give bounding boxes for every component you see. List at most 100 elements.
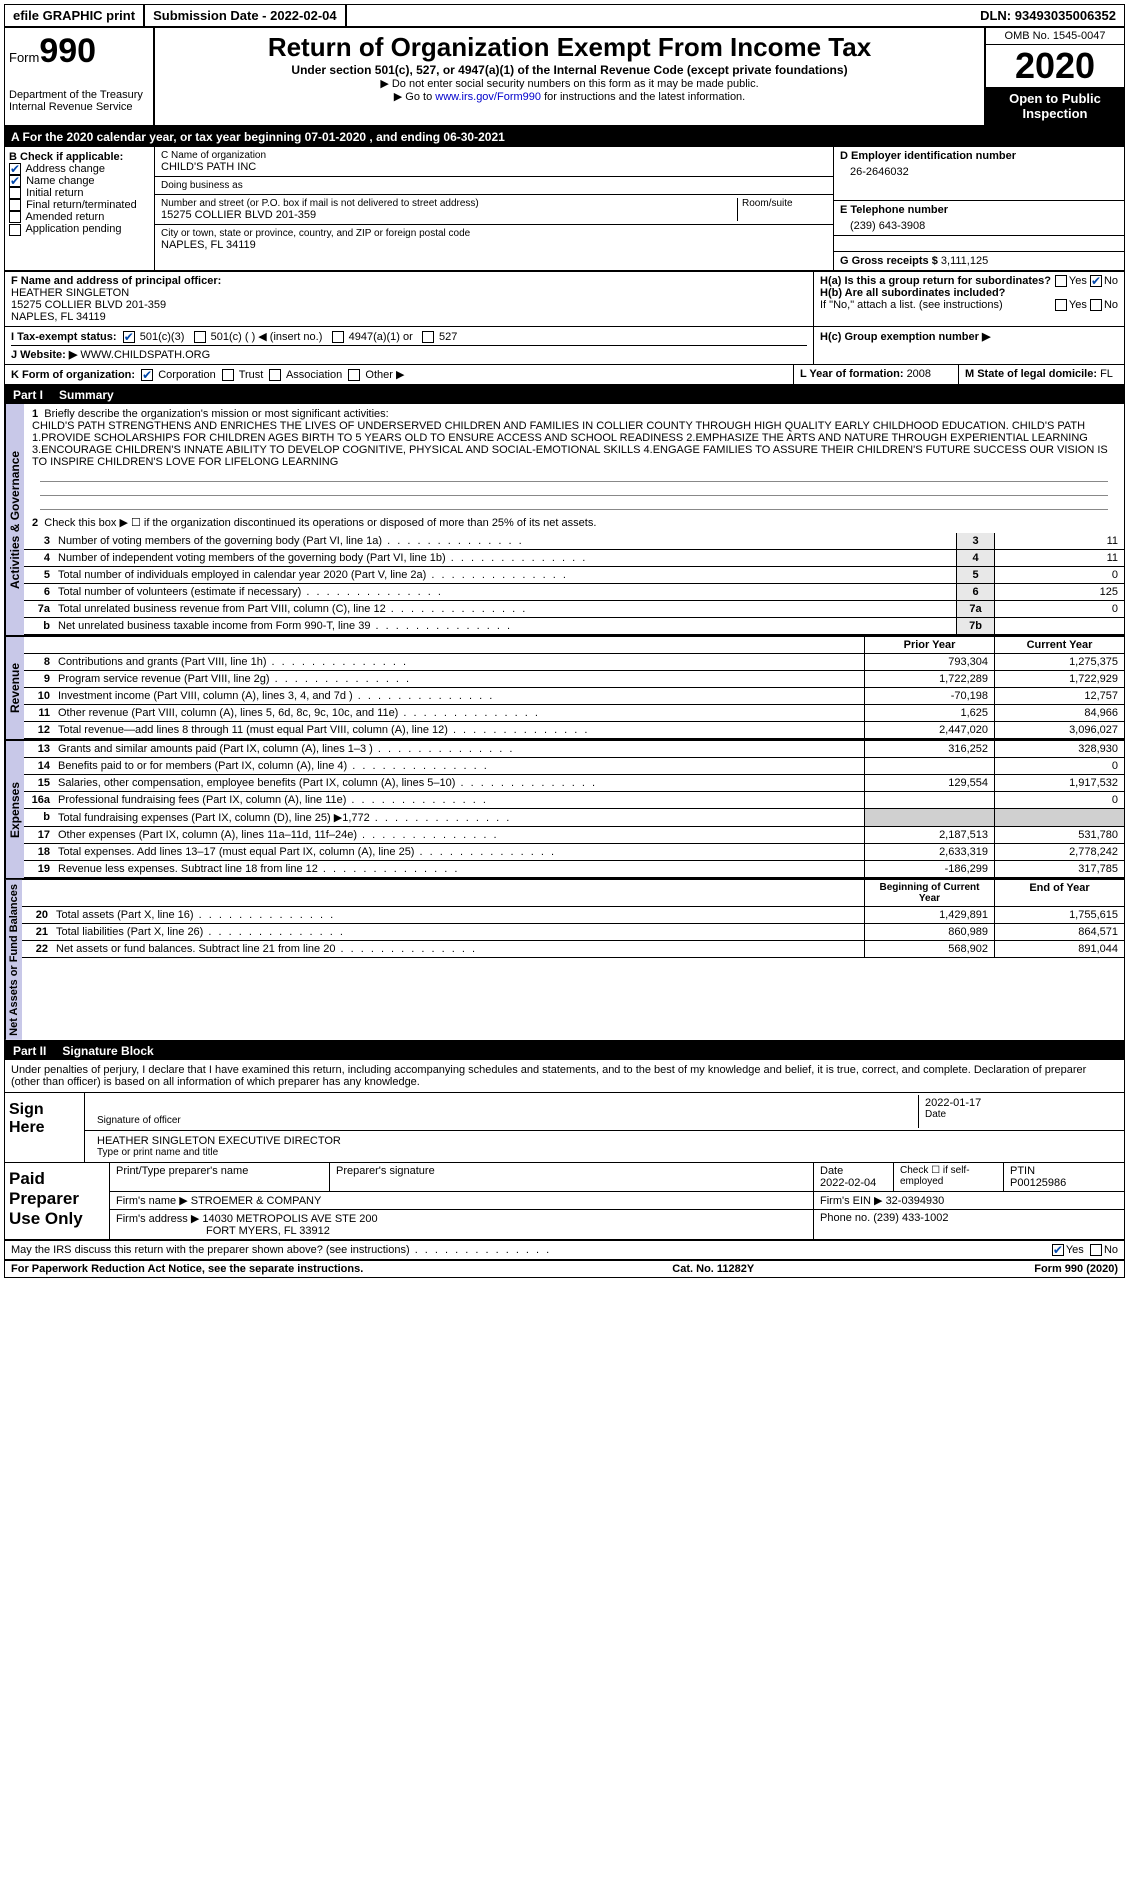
submission-date: Submission Date - 2022-02-04 [145, 5, 347, 26]
chk-initial: Initial return [9, 187, 150, 199]
activity-row: 4Number of independent voting members of… [24, 550, 1124, 567]
data-row: 22Net assets or fund balances. Subtract … [22, 941, 1124, 958]
activities-label: Activities & Governance [5, 404, 24, 635]
sig-officer-lbl: Signature of officer [97, 1115, 912, 1126]
data-row: 9Program service revenue (Part VIII, lin… [24, 671, 1124, 688]
perjury-text: Under penalties of perjury, I declare th… [5, 1060, 1124, 1093]
header: Form990 Department of the Treasury Inter… [5, 28, 1124, 127]
tax-year-begin: 07-01-2020 [305, 130, 366, 144]
expenses-section: Expenses 13Grants and similar amounts pa… [5, 741, 1124, 880]
discuss-row: May the IRS discuss this return with the… [5, 1241, 1124, 1261]
footer: For Paperwork Reduction Act Notice, see … [5, 1261, 1124, 1277]
data-row: 19Revenue less expenses. Subtract line 1… [24, 861, 1124, 878]
data-row: bTotal fundraising expenses (Part IX, co… [24, 809, 1124, 827]
city-cell: City or town, state or province, country… [155, 225, 833, 254]
form-word: Form [9, 50, 39, 65]
blank-cell [834, 236, 1124, 252]
chk-name: Name change [9, 175, 150, 187]
data-row: 12Total revenue—add lines 8 through 11 (… [24, 722, 1124, 739]
data-row: 18Total expenses. Add lines 13–17 (must … [24, 844, 1124, 861]
data-row: 13Grants and similar amounts paid (Part … [24, 741, 1124, 758]
ssn-note: ▶ Do not enter social security numbers o… [159, 77, 980, 90]
form-title: Return of Organization Exempt From Incom… [159, 32, 980, 63]
row-ij: I Tax-exempt status: 501(c)(3) 501(c) ( … [5, 327, 1124, 365]
col-b: B Check if applicable: Address change Na… [5, 147, 155, 270]
netassets-label: Net Assets or Fund Balances [5, 880, 22, 1040]
prep-header-row: Print/Type preparer's name Preparer's si… [110, 1163, 1124, 1192]
part1-header: Part ISummary [5, 386, 1124, 404]
data-row: 8Contributions and grants (Part VIII, li… [24, 654, 1124, 671]
firm-addr-row: Firm's address ▶ 14030 METROPOLIS AVE ST… [110, 1210, 1124, 1239]
topbar: efile GRAPHIC print Submission Date - 20… [5, 5, 1124, 28]
room-suite: Room/suite [742, 198, 827, 209]
firm-name-row: Firm's name ▶ STROEMER & COMPANYFirm's E… [110, 1192, 1124, 1210]
gross-receipts: 3,111,125 [941, 255, 988, 267]
chk-final: Final return/terminated [9, 199, 150, 211]
header-right: OMB No. 1545-0047 2020 Open to Public In… [984, 28, 1124, 125]
mission-text: CHILD'S PATH STRENGTHENS AND ENRICHES TH… [32, 420, 1116, 468]
activity-row: 7aTotal unrelated business revenue from … [24, 601, 1124, 618]
data-row: 15Salaries, other compensation, employee… [24, 775, 1124, 792]
preparer-label: Paid Preparer Use Only [5, 1163, 110, 1239]
activities-section: Activities & Governance 1 Briefly descri… [5, 404, 1124, 637]
data-row: 11Other revenue (Part VIII, column (A), … [24, 705, 1124, 722]
prep-date: 2022-02-04 [820, 1177, 876, 1189]
activity-row: 5Total number of individuals employed in… [24, 567, 1124, 584]
revenue-header: Prior YearCurrent Year [24, 637, 1124, 654]
dln: DLN: 93493035006352 [972, 5, 1124, 26]
data-row: 16aProfessional fundraising fees (Part I… [24, 792, 1124, 809]
info-grid: B Check if applicable: Address change Na… [5, 147, 1124, 272]
city: NAPLES, FL 34119 [161, 239, 827, 251]
firm-addr: 14030 METROPOLIS AVE STE 200 [202, 1213, 377, 1225]
row-fh: F Name and address of principal officer:… [5, 272, 1124, 327]
website: WWW.CHILDSPATH.ORG [77, 349, 210, 361]
tax-exempt-status: I Tax-exempt status: 501(c)(3) 501(c) ( … [5, 327, 814, 364]
revenue-label: Revenue [5, 637, 24, 739]
line-a: A For the 2020 calendar year, or tax yea… [5, 127, 1124, 147]
sign-here-row: Sign Here Signature of officer2022-01-17… [5, 1093, 1124, 1163]
ptin: P00125986 [1010, 1177, 1066, 1189]
activity-row: 6Total number of volunteers (estimate if… [24, 584, 1124, 601]
row-klm: K Form of organization: Corporation Trus… [5, 365, 1124, 386]
public-inspection: Open to Public Inspection [986, 87, 1124, 125]
col-b-title: B Check if applicable: [9, 151, 150, 163]
form-subtitle: Under section 501(c), 527, or 4947(a)(1)… [159, 63, 980, 77]
form-990: efile GRAPHIC print Submission Date - 20… [4, 4, 1125, 1278]
principal-officer: F Name and address of principal officer:… [5, 272, 814, 326]
irs-link[interactable]: www.irs.gov/Form990 [435, 91, 541, 103]
org-name-cell: C Name of organizationCHILD'S PATH INC [155, 147, 833, 177]
website-note: ▶ Go to www.irs.gov/Form990 for instruct… [159, 90, 980, 103]
header-left: Form990 Department of the Treasury Inter… [5, 28, 155, 125]
gross-cell: G Gross receipts $ 3,111,125 [834, 252, 1124, 270]
tax-year-end: 06-30-2021 [443, 130, 504, 144]
data-row: 17Other expenses (Part IX, column (A), l… [24, 827, 1124, 844]
omb-number: OMB No. 1545-0047 [986, 28, 1124, 45]
ein: 26-2646032 [840, 162, 1118, 178]
data-row: 10Investment income (Part VIII, column (… [24, 688, 1124, 705]
org-name: CHILD'S PATH INC [161, 161, 827, 173]
netassets-header: Beginning of Current YearEnd of Year [22, 880, 1124, 907]
data-row: 14Benefits paid to or for members (Part … [24, 758, 1124, 775]
dept-treasury: Department of the Treasury Internal Reve… [9, 89, 149, 113]
phone: (239) 643-3908 [840, 216, 1118, 232]
street-row: Number and street (or P.O. box if mail i… [155, 195, 833, 225]
form-number: 990 [39, 32, 96, 70]
col-c: C Name of organizationCHILD'S PATH INC D… [155, 147, 834, 270]
group-exemption: H(c) Group exemption number ▶ [814, 327, 1124, 364]
data-row: 21Total liabilities (Part X, line 26)860… [22, 924, 1124, 941]
street: 15275 COLLIER BLVD 201-359 [161, 209, 737, 221]
paperwork-notice: For Paperwork Reduction Act Notice, see … [11, 1263, 363, 1275]
preparer-row: Paid Preparer Use Only Print/Type prepar… [5, 1163, 1124, 1241]
cat-no: Cat. No. 11282Y [672, 1263, 754, 1275]
data-row: 20Total assets (Part X, line 16)1,429,89… [22, 907, 1124, 924]
efile-label: efile GRAPHIC print [5, 5, 145, 26]
part2-header: Part IISignature Block [5, 1042, 1124, 1060]
form-of-org: K Form of organization: Corporation Trus… [5, 365, 794, 384]
netassets-section: Net Assets or Fund Balances Beginning of… [5, 880, 1124, 1042]
firm-phone: (239) 433-1002 [873, 1212, 948, 1224]
revenue-section: Revenue Prior YearCurrent Year 8Contribu… [5, 637, 1124, 741]
chk-address: Address change [9, 163, 150, 175]
sig-date: 2022-01-17 [925, 1097, 1112, 1109]
dba-cell: Doing business as [155, 177, 833, 195]
state-domicile: M State of legal domicile: FL [959, 365, 1124, 384]
